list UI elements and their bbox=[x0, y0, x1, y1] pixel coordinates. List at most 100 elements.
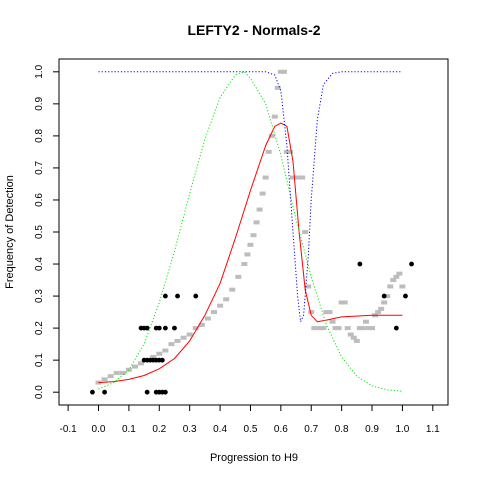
gray-point bbox=[271, 114, 278, 119]
gray-point bbox=[326, 310, 333, 315]
gray-point bbox=[217, 303, 224, 308]
gray-point bbox=[168, 342, 175, 347]
black-point bbox=[162, 389, 168, 395]
x-axis-label: Progression to H9 bbox=[210, 452, 298, 464]
black-point bbox=[102, 389, 107, 395]
gray-point bbox=[235, 274, 242, 279]
series-0 bbox=[90, 261, 414, 395]
y-tick-label: 0.4 bbox=[34, 257, 45, 271]
black-point bbox=[144, 389, 150, 395]
gray-point bbox=[296, 175, 303, 180]
y-tick-label: 0.3 bbox=[34, 289, 45, 303]
gray-point bbox=[107, 374, 114, 379]
x-tick-label: 0.6 bbox=[274, 424, 288, 435]
gray-point bbox=[387, 284, 394, 289]
gray-point bbox=[344, 326, 351, 331]
gray-point bbox=[335, 326, 342, 331]
x-tick-label: 0.7 bbox=[304, 424, 318, 435]
gray-point bbox=[399, 284, 406, 289]
gray-point bbox=[119, 370, 126, 375]
gray-point bbox=[393, 274, 400, 279]
black-point bbox=[144, 325, 150, 331]
gray-point bbox=[286, 149, 293, 154]
series-layer bbox=[90, 69, 414, 395]
gray-point bbox=[259, 191, 266, 196]
chart-title: LEFTY2 - Normals-2 bbox=[187, 22, 320, 38]
black-point bbox=[156, 325, 162, 331]
gray-point bbox=[223, 297, 230, 302]
gray-point bbox=[138, 361, 145, 366]
x-tick-label: 0.5 bbox=[244, 424, 258, 435]
gray-point bbox=[277, 69, 284, 74]
series-3 bbox=[98, 71, 403, 392]
gray-point bbox=[247, 242, 254, 247]
gray-point bbox=[350, 335, 357, 340]
black-point bbox=[90, 389, 95, 395]
series-2 bbox=[98, 122, 403, 384]
curve-line bbox=[98, 122, 403, 384]
gray-point bbox=[192, 326, 199, 331]
gray-point bbox=[229, 287, 236, 292]
gray-point bbox=[293, 175, 300, 180]
y-tick-label: 0.1 bbox=[34, 353, 45, 367]
x-tick-label: 1.0 bbox=[395, 424, 409, 435]
series-1 bbox=[95, 69, 406, 385]
x-tick-label: 0.8 bbox=[335, 424, 349, 435]
x-tick-label: 0.2 bbox=[152, 424, 166, 435]
gray-point bbox=[198, 322, 205, 327]
gray-point bbox=[250, 233, 257, 238]
y-tick-label: 0.5 bbox=[34, 225, 45, 239]
axes: -0.1 0.0 0.1 0.2 0.3 0.4 0.5 0.6 0.7 0.8 0.9 1.0 1.1… bbox=[34, 64, 440, 435]
gray-point bbox=[290, 175, 297, 180]
black-point bbox=[159, 357, 165, 363]
gray-point bbox=[390, 278, 397, 283]
x-tick-label: 0.9 bbox=[365, 424, 379, 435]
gray-point bbox=[378, 306, 385, 311]
gray-point bbox=[396, 271, 403, 276]
y-tick-label: 0.6 bbox=[34, 193, 45, 207]
gray-point bbox=[244, 252, 251, 257]
black-point bbox=[357, 261, 363, 267]
gray-point bbox=[204, 316, 211, 321]
gray-point bbox=[308, 310, 315, 315]
gray-point bbox=[311, 326, 318, 331]
gray-point bbox=[113, 370, 120, 375]
curve-line bbox=[98, 71, 403, 392]
gray-point bbox=[381, 300, 388, 305]
y-axis-label: Frequency of Detection bbox=[4, 175, 16, 289]
x-tick-label: 0.1 bbox=[122, 424, 136, 435]
y-tick-label: 0.0 bbox=[34, 385, 45, 399]
gray-point bbox=[305, 284, 312, 289]
black-point bbox=[172, 325, 177, 331]
y-tick-label: 0.8 bbox=[34, 129, 45, 143]
series-4 bbox=[98, 71, 403, 323]
black-point bbox=[175, 293, 180, 299]
gray-point bbox=[256, 207, 263, 212]
gray-point bbox=[329, 319, 336, 324]
gray-point bbox=[186, 332, 193, 337]
gray-point bbox=[268, 133, 275, 138]
curve-line bbox=[98, 71, 403, 323]
gray-point bbox=[274, 85, 281, 90]
x-tick-label: -0.1 bbox=[60, 424, 78, 435]
black-point bbox=[403, 293, 408, 299]
gray-point bbox=[323, 310, 330, 315]
gray-point bbox=[384, 294, 391, 299]
gray-point bbox=[131, 364, 138, 369]
gray-point bbox=[162, 348, 169, 353]
gray-point bbox=[314, 326, 321, 331]
gray-point bbox=[241, 262, 248, 267]
x-tick-label: 0.0 bbox=[92, 424, 106, 435]
black-point bbox=[381, 293, 387, 299]
gray-point bbox=[375, 310, 382, 315]
gray-point bbox=[353, 338, 360, 343]
y-tick-label: 0.7 bbox=[34, 161, 45, 175]
black-point bbox=[162, 325, 168, 331]
x-tick-label: 0.4 bbox=[213, 424, 227, 435]
gray-point bbox=[262, 175, 269, 180]
gray-point bbox=[156, 351, 163, 356]
gray-point bbox=[365, 326, 372, 331]
black-point bbox=[193, 293, 199, 299]
gray-point bbox=[359, 326, 366, 331]
y-tick-label: 0.9 bbox=[34, 96, 45, 110]
